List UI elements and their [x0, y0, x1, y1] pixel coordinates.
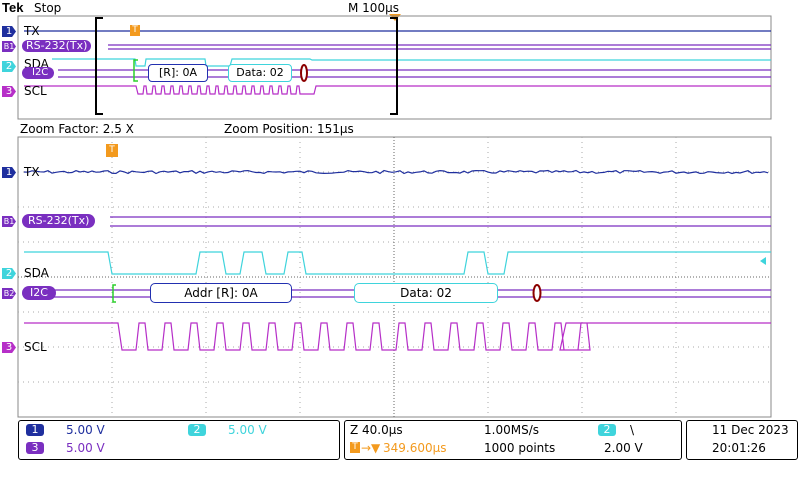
vertical-settings-panel[interactable]: [18, 420, 340, 460]
date: 11 Dec 2023: [712, 423, 789, 437]
trigger-source-badge[interactable]: 2: [598, 424, 616, 436]
trigger-position: 349.600µs: [383, 441, 447, 455]
ch1-marker-zoom[interactable]: 1: [2, 167, 16, 178]
bus2-marker-zoom[interactable]: B2: [2, 288, 16, 299]
bus1-marker-top[interactable]: B1: [2, 41, 16, 52]
ch3-label-top: SCL: [24, 84, 47, 98]
ch1-badge[interactable]: 1: [26, 424, 44, 436]
trigger-marker-zoom: T: [106, 144, 118, 157]
data-packet-zoom[interactable]: Data: 02: [354, 283, 498, 303]
stop-marker-top: [300, 64, 308, 82]
zoom-time-div: Z 40.0µs: [350, 423, 403, 437]
ch2-marker-top[interactable]: 2: [2, 61, 16, 72]
ch3-label-zoom: SCL: [24, 340, 47, 354]
ch2-volts: 5.00 V: [228, 423, 267, 437]
time: 20:01:26: [712, 441, 766, 455]
data-packet-top[interactable]: Data: 02: [228, 64, 292, 82]
ch2-label-zoom: SDA: [24, 266, 49, 280]
ch1-label-zoom: TX: [24, 165, 40, 179]
read-packet-top[interactable]: [R]: 0A: [148, 64, 208, 82]
ch1-volts: 5.00 V: [66, 423, 105, 437]
trigger-icon: T: [350, 442, 360, 453]
horizontal-trigger-panel[interactable]: [344, 420, 682, 460]
addr-packet-zoom[interactable]: Addr [R]: 0A: [150, 283, 292, 303]
ch3-marker-zoom[interactable]: 3: [2, 342, 16, 353]
acquisition-status: Stop: [34, 1, 62, 15]
i2c-bus-label-top: I2C: [22, 67, 55, 79]
timebase-readout[interactable]: M 100µs: [348, 1, 399, 15]
trigger-arrow-icon: →▼: [361, 441, 381, 455]
date-time-panel: [686, 420, 798, 460]
zoom-position: Zoom Position: 151µs: [224, 122, 354, 136]
ch3-marker-top[interactable]: 3: [2, 86, 16, 97]
sample-rate: 1.00MS/s: [484, 423, 539, 437]
ch2-badge[interactable]: 2: [188, 424, 206, 436]
ch2-marker-zoom[interactable]: 2: [2, 268, 16, 279]
tek-logo: Tek: [2, 0, 24, 15]
record-length: 1000 points: [484, 441, 556, 455]
rs232-bus-label-zoom: RS-232(Tx): [22, 214, 96, 228]
ch3-volts: 5.00 V: [66, 441, 105, 455]
trigger-level: 2.00 V: [604, 441, 643, 455]
rs232-bus-label-top: RS-232(Tx): [22, 40, 92, 52]
stop-marker-zoom: [532, 284, 542, 302]
ch1-label-top: TX: [24, 24, 40, 38]
falling-edge-icon: \: [630, 423, 635, 437]
trigger-marker-top: T: [130, 25, 140, 36]
ch3-badge[interactable]: 3: [26, 442, 44, 454]
bus1-marker-zoom[interactable]: B1: [2, 216, 16, 227]
zoom-factor: Zoom Factor: 2.5 X: [20, 122, 134, 136]
ch1-marker-top[interactable]: 1: [2, 26, 16, 37]
i2c-bus-label-zoom: I2C: [22, 286, 56, 300]
